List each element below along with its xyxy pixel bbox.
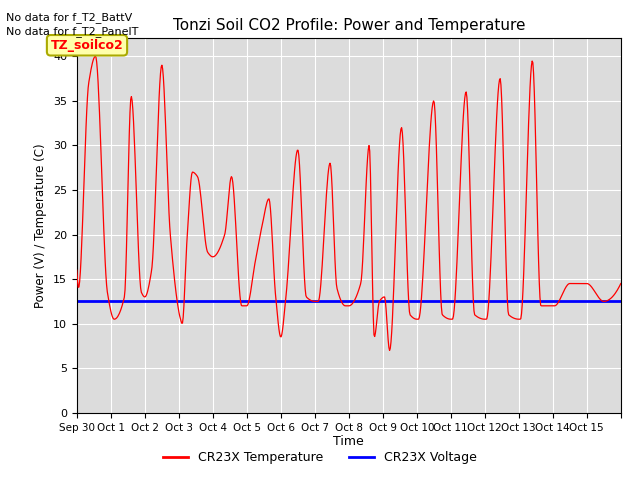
Text: No data for f_T2_PanelT: No data for f_T2_PanelT xyxy=(6,26,139,37)
Text: No data for f_T2_BattV: No data for f_T2_BattV xyxy=(6,12,132,23)
X-axis label: Time: Time xyxy=(333,435,364,448)
Y-axis label: Power (V) / Temperature (C): Power (V) / Temperature (C) xyxy=(35,144,47,308)
Title: Tonzi Soil CO2 Profile: Power and Temperature: Tonzi Soil CO2 Profile: Power and Temper… xyxy=(173,18,525,33)
Legend: CR23X Temperature, CR23X Voltage: CR23X Temperature, CR23X Voltage xyxy=(159,446,481,469)
Text: TZ_soilco2: TZ_soilco2 xyxy=(51,39,124,52)
